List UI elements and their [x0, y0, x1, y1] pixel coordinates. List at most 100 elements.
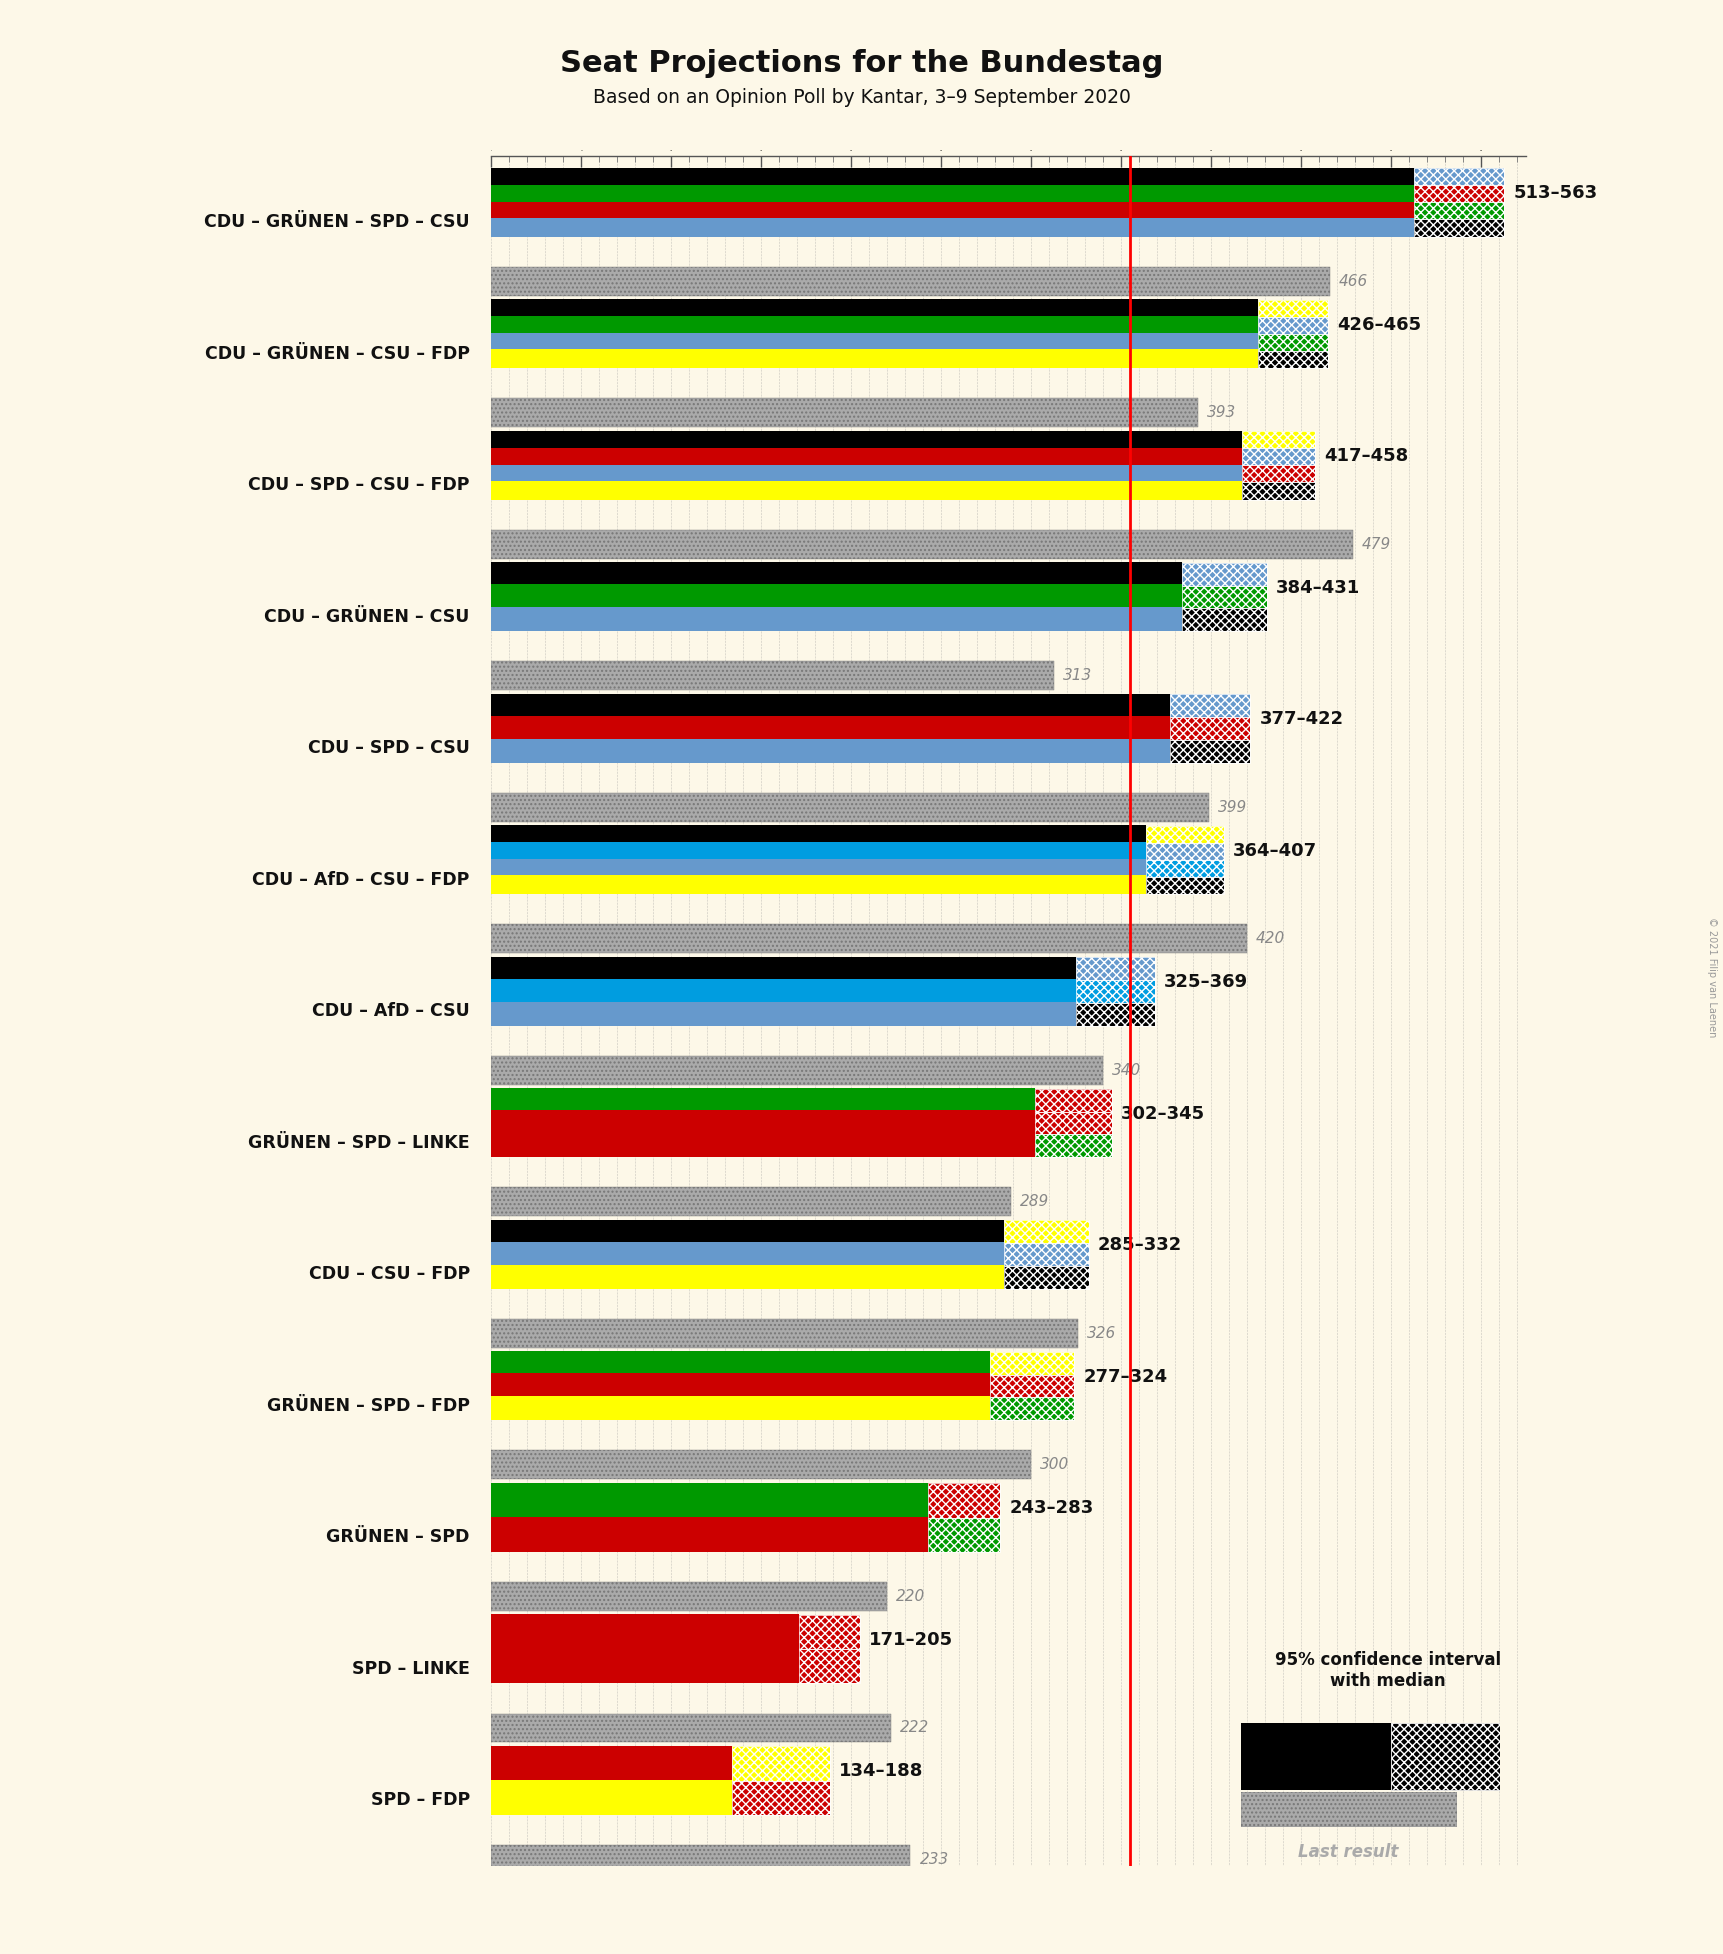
Bar	[732, 1747, 829, 1780]
Text: GRÜNEN – SPD – LINKE: GRÜNEN – SPD – LINKE	[248, 1133, 469, 1151]
Bar	[929, 1483, 999, 1518]
Bar	[1413, 186, 1502, 203]
Text: 384–431: 384–431	[1275, 578, 1359, 596]
Text: 479: 479	[1361, 537, 1390, 551]
Bar	[1258, 299, 1327, 317]
Bar	[1241, 483, 1315, 500]
Bar	[491, 1845, 910, 1874]
Text: Last result: Last result	[1297, 1843, 1397, 1860]
Bar	[491, 1319, 1077, 1348]
Bar	[1241, 447, 1315, 465]
Bar	[1413, 219, 1502, 236]
Text: 393: 393	[1206, 404, 1235, 420]
Bar	[1146, 842, 1223, 860]
Bar	[798, 1614, 860, 1649]
Text: SPD – FDP: SPD – FDP	[370, 1792, 469, 1809]
Text: 325–369: 325–369	[1163, 973, 1247, 991]
Bar	[491, 1450, 1030, 1479]
Bar	[1168, 694, 1249, 717]
Bar	[491, 268, 1328, 295]
Bar	[1003, 1266, 1087, 1290]
Bar	[989, 1352, 1073, 1374]
Bar	[491, 1583, 887, 1610]
Bar	[491, 660, 1054, 690]
Bar	[1168, 717, 1249, 741]
Bar	[1258, 334, 1327, 352]
Bar	[1182, 563, 1266, 586]
Bar	[491, 399, 1197, 428]
Text: 326: 326	[1085, 1327, 1115, 1340]
Bar	[1413, 168, 1502, 186]
Bar	[989, 1374, 1073, 1397]
Bar	[989, 1374, 1073, 1397]
Text: 171–205: 171–205	[868, 1632, 953, 1649]
Bar	[491, 924, 1246, 954]
Text: 95% confidence interval
with median: 95% confidence interval with median	[1273, 1651, 1501, 1690]
Text: 417–458: 417–458	[1323, 447, 1408, 465]
Bar	[798, 1649, 860, 1682]
Text: 466: 466	[1337, 274, 1366, 289]
Bar	[1146, 860, 1223, 877]
Bar	[491, 1188, 1011, 1215]
Bar	[929, 1483, 999, 1518]
Bar	[1146, 877, 1223, 895]
Bar	[1241, 432, 1315, 447]
Bar	[1413, 219, 1502, 236]
Text: 243–283: 243–283	[1010, 1499, 1092, 1518]
Text: 364–407: 364–407	[1232, 842, 1316, 860]
Text: GRÜNEN – SPD – FDP: GRÜNEN – SPD – FDP	[267, 1397, 469, 1415]
Bar	[732, 1780, 829, 1815]
Text: 134–188: 134–188	[837, 1763, 922, 1780]
Text: 277–324: 277–324	[1082, 1368, 1166, 1385]
Bar	[1258, 299, 1327, 317]
Bar	[1034, 1135, 1111, 1157]
Bar	[1413, 168, 1502, 186]
Bar	[798, 1649, 860, 1682]
Bar	[1413, 186, 1502, 203]
Text: CDU – SPD – CSU: CDU – SPD – CSU	[308, 739, 469, 756]
Bar	[1241, 465, 1315, 483]
Bar	[1413, 203, 1502, 219]
Bar	[1390, 1723, 1499, 1790]
Bar	[1034, 1112, 1111, 1135]
Bar	[1146, 877, 1223, 895]
Bar	[1075, 981, 1154, 1002]
Text: CDU – GRÜNEN – CSU: CDU – GRÜNEN – CSU	[264, 608, 469, 625]
Bar	[1182, 563, 1266, 586]
Bar	[491, 660, 1054, 690]
Bar	[1182, 608, 1266, 631]
Text: 426–465: 426–465	[1335, 317, 1420, 334]
Bar	[989, 1352, 1073, 1374]
Bar	[798, 1614, 860, 1649]
Bar	[491, 1055, 1103, 1084]
Bar	[1241, 447, 1315, 465]
Bar	[491, 399, 1197, 428]
Bar	[1146, 827, 1223, 842]
Text: Seat Projections for the Bundestag: Seat Projections for the Bundestag	[560, 49, 1163, 78]
Bar	[1003, 1243, 1087, 1266]
Bar	[491, 1583, 887, 1610]
Bar	[732, 1747, 829, 1780]
Text: 420: 420	[1254, 932, 1284, 946]
Text: CDU – SPD – CSU – FDP: CDU – SPD – CSU – FDP	[248, 477, 469, 494]
Bar	[1258, 334, 1327, 352]
Text: 399: 399	[1218, 799, 1247, 815]
Bar	[491, 1714, 891, 1743]
Text: CDU – CSU – FDP: CDU – CSU – FDP	[308, 1266, 469, 1284]
Bar	[1075, 957, 1154, 981]
Bar	[1003, 1221, 1087, 1243]
Bar	[1241, 465, 1315, 483]
Text: 340: 340	[1111, 1063, 1141, 1079]
Bar	[732, 1780, 829, 1815]
Bar	[491, 1450, 1030, 1479]
Bar	[1146, 842, 1223, 860]
Bar	[1168, 741, 1249, 762]
Bar	[1146, 860, 1223, 877]
Bar	[491, 1845, 910, 1874]
Bar	[1168, 717, 1249, 741]
Text: CDU – GRÜNEN – SPD – CSU: CDU – GRÜNEN – SPD – CSU	[203, 213, 469, 231]
Bar	[1003, 1221, 1087, 1243]
Text: 313: 313	[1063, 668, 1092, 684]
Bar	[1241, 483, 1315, 500]
Bar	[929, 1518, 999, 1551]
